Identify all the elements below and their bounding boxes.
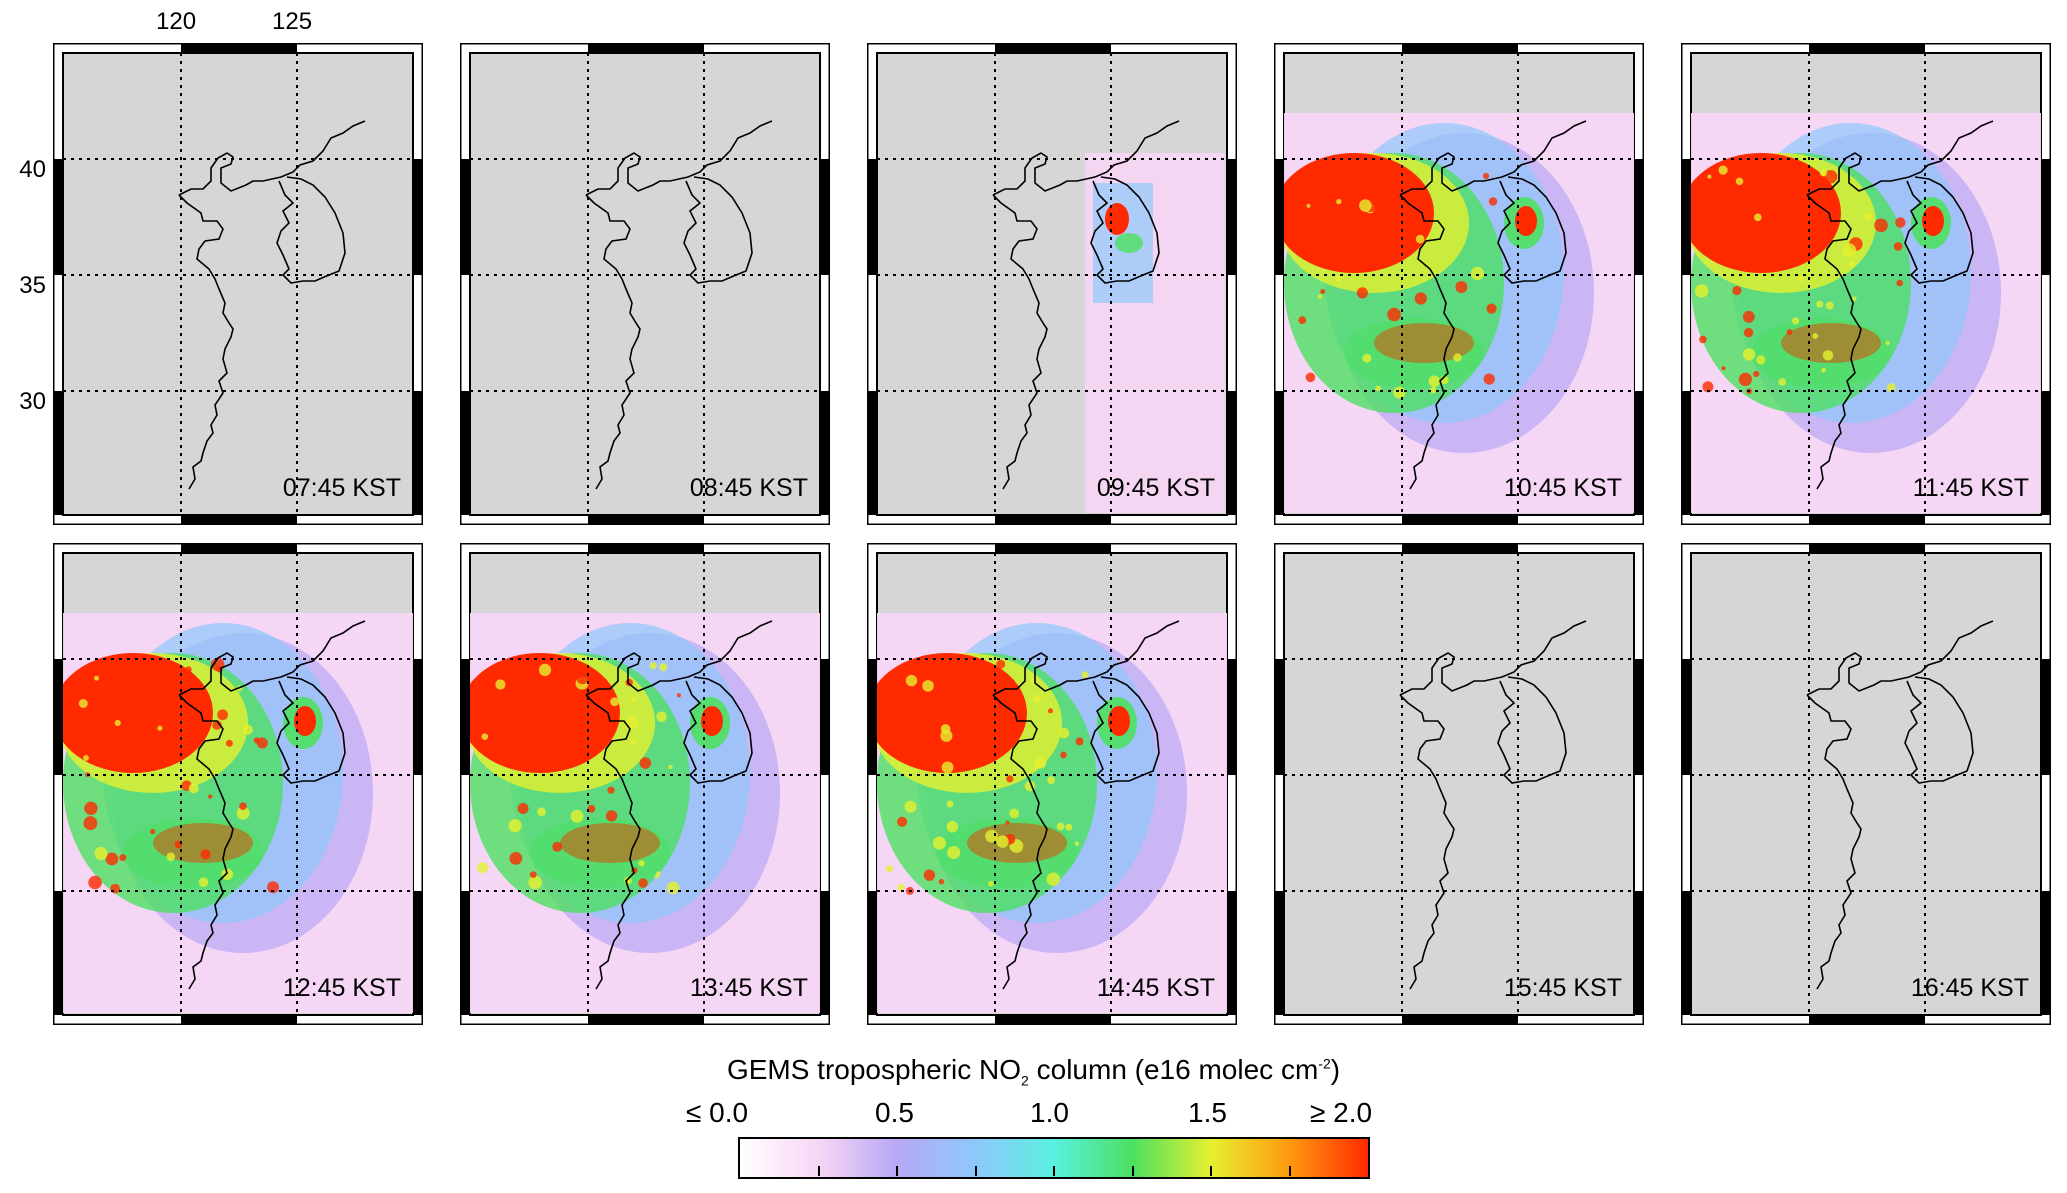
- colorbar-minor-tick: [974, 1166, 977, 1176]
- colorbar-minor-tick: [817, 1166, 820, 1176]
- colorbar-tick-3: 1.5: [1188, 1097, 1227, 1128]
- lat-label-35: 35: [19, 272, 46, 299]
- colorbar-tick-1: 0.5: [875, 1097, 914, 1128]
- panel-time-label: 16:45 KST: [1910, 974, 2029, 1002]
- colorbar-minor-tick: [1288, 1166, 1291, 1176]
- panel-time-label: 13:45 KST: [689, 974, 808, 1002]
- colorbar-tick-0: ≤ 0.0: [686, 1097, 749, 1128]
- panel-time-label: 07:45 KST: [282, 474, 401, 502]
- colorbar-minor-tick: [1210, 1166, 1212, 1176]
- lon-label-125: 125: [272, 8, 313, 35]
- panel-time-label: 08:45 KST: [689, 474, 808, 502]
- lat-label-40: 40: [19, 156, 46, 183]
- map-panel: 16:45 KST: [1681, 543, 2051, 1025]
- panel-time-label: 09:45 KST: [1096, 474, 1215, 502]
- panel-time-label: 12:45 KST: [282, 974, 401, 1002]
- lon-label-120: 120: [156, 8, 197, 35]
- map-panel: 14:45 KST: [867, 543, 1237, 1025]
- map-panel: 07:45 KST: [53, 43, 423, 525]
- panel-time-label: 14:45 KST: [1096, 974, 1215, 1002]
- lat-label-30: 30: [19, 388, 46, 415]
- map-panel: 12:45 KST: [53, 543, 423, 1025]
- colorbar-tick-4: ≥ 2.0: [1310, 1097, 1373, 1128]
- panel-time-label: 11:45 KST: [1912, 474, 2029, 502]
- colorbar-title: GEMS tropospheric NO2 column (e16 molec …: [726, 1054, 1341, 1089]
- colorbar-minor-tick: [896, 1166, 898, 1176]
- panel-time-label: 10:45 KST: [1503, 474, 1622, 502]
- map-panel: 09:45 KST: [867, 43, 1237, 525]
- colorbar-tick-2: 1.0: [1030, 1097, 1069, 1128]
- map-panel: 08:45 KST: [460, 43, 830, 525]
- map-panel: 10:45 KST: [1274, 43, 1644, 525]
- colorbar-minor-tick: [1053, 1166, 1055, 1176]
- panel-time-label: 15:45 KST: [1503, 974, 1622, 1002]
- map-panel: 13:45 KST: [460, 543, 830, 1025]
- colorbar-minor-tick: [1131, 1166, 1134, 1176]
- map-panel: 15:45 KST: [1274, 543, 1644, 1025]
- map-panel: 11:45 KST: [1681, 43, 2051, 525]
